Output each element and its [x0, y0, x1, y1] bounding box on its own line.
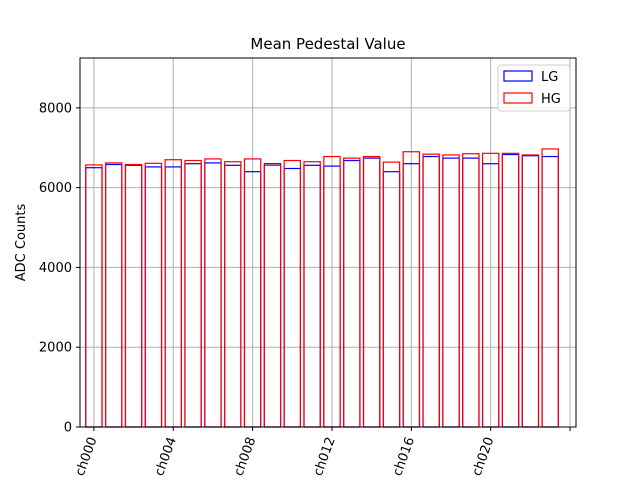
plot-frame: [79, 57, 577, 428]
legend-swatch-hg: [503, 92, 533, 104]
y-tick-label: 6000: [39, 181, 72, 196]
y-tick-label: 8000: [39, 101, 72, 116]
legend-label-lg: LG: [541, 70, 558, 85]
chart-title: Mean Pedestal Value: [250, 35, 405, 53]
legend-label-hg: HG: [541, 92, 561, 107]
y-tick-label: 2000: [39, 341, 72, 356]
y-tick-label: 4000: [39, 261, 72, 276]
legend-box: [497, 64, 571, 112]
legend-swatch-lg: [503, 70, 533, 82]
legend: LG HG: [497, 64, 571, 112]
y-tick-label: 0: [64, 421, 72, 436]
grid: [80, 58, 576, 428]
y-axis-label: ADC Counts: [14, 204, 29, 282]
y-axis: 0 2000 4000 6000 8000: [39, 101, 80, 436]
